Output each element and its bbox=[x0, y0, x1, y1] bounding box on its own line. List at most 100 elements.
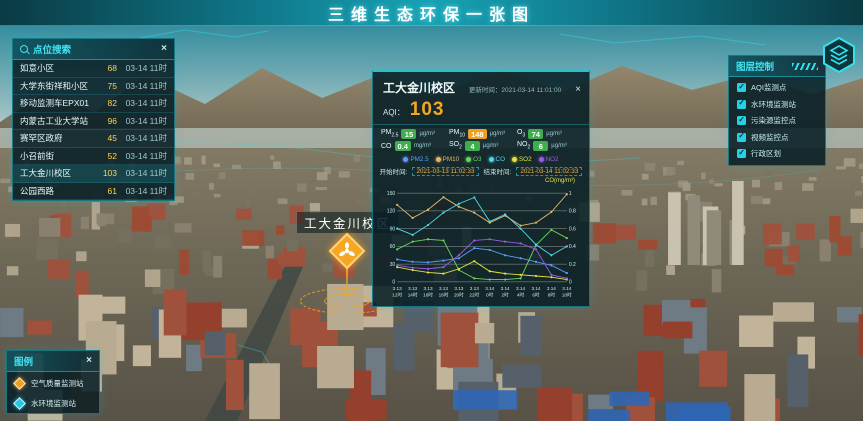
pollutant-label: PM2.5 bbox=[381, 129, 399, 139]
svg-text:0.2: 0.2 bbox=[569, 262, 576, 268]
page-title: 三维生态环保一张图 bbox=[327, 6, 535, 24]
layers-icon-button[interactable] bbox=[820, 36, 858, 74]
legend-chip[interactable]: SO2 bbox=[511, 156, 532, 163]
update-time: 更新时间：2021-03-14 11:01:00 bbox=[469, 84, 561, 94]
legend-chip-label: NO2 bbox=[545, 156, 559, 163]
pollutant-unit: µg/m³ bbox=[482, 143, 499, 149]
pollutant-label: PM10 bbox=[449, 129, 466, 139]
svg-text:3.13: 3.13 bbox=[393, 286, 402, 291]
pollutant-value-badge: 74 bbox=[528, 129, 544, 139]
legend-dot-icon bbox=[435, 157, 441, 162]
search-icon bbox=[20, 45, 28, 53]
station-aqi: 52 bbox=[107, 150, 117, 161]
svg-text:12时: 12时 bbox=[392, 292, 402, 298]
layer-item[interactable]: 污染源监控点 bbox=[737, 115, 817, 126]
svg-text:3.13: 3.13 bbox=[408, 286, 417, 291]
layer-control-panel: 图层控制 AQI监测点水环境监测站污染源监控点视频监控点行政区划 bbox=[728, 55, 826, 166]
checkbox-checked-icon[interactable] bbox=[737, 115, 746, 125]
station-name: 如意小区 bbox=[20, 63, 55, 74]
station-row[interactable]: 移动监测车EPX01 82 03-14 11时 bbox=[13, 95, 174, 113]
svg-text:1: 1 bbox=[569, 191, 572, 197]
svg-text:3.13: 3.13 bbox=[454, 286, 463, 291]
legend-dot-icon bbox=[466, 157, 472, 162]
svg-text:0.8: 0.8 bbox=[569, 209, 576, 215]
svg-text:0时: 0时 bbox=[486, 292, 494, 298]
legend-chip[interactable]: CO bbox=[488, 156, 505, 163]
legend-chip[interactable]: PM10 bbox=[435, 156, 459, 163]
station-row[interactable]: 赛罕区政府 45 03-14 11时 bbox=[13, 130, 174, 148]
legend-close-icon[interactable]: × bbox=[86, 355, 92, 366]
start-time-input[interactable]: 2021-03-13 11:02:33 bbox=[412, 166, 479, 176]
pollutant-item: PM10 148 µg/m³ bbox=[449, 129, 513, 139]
legend-list: 空气质量监测站 水环境监测站 bbox=[7, 372, 99, 415]
svg-text:30: 30 bbox=[390, 262, 396, 268]
station-name: 赛罕区政府 bbox=[20, 133, 63, 144]
end-time-label: 结束时间: bbox=[483, 169, 512, 176]
station-aqi: 96 bbox=[107, 115, 117, 126]
svg-text:8时: 8时 bbox=[548, 292, 556, 298]
layer-item-label: 视频监控点 bbox=[751, 132, 789, 142]
pollutant-grid: PM2.5 15 µg/m³ PM10 148 µg/m³ O3 74 µg/m³ CO 0.4 mg… bbox=[373, 125, 589, 153]
station-search-panel: 点位搜索 × 如意小区 68 03-14 11时 大学东街祥和小区 75 03-14 11… bbox=[12, 38, 175, 201]
close-icon[interactable]: × bbox=[161, 43, 167, 54]
station-time: 03-14 11时 bbox=[125, 115, 167, 126]
legend-chip[interactable]: O3 bbox=[466, 156, 482, 163]
pollutant-unit: µg/m³ bbox=[546, 131, 562, 137]
legend-item: 水环境监测站 bbox=[13, 397, 91, 410]
checkbox-checked-icon[interactable] bbox=[737, 82, 746, 92]
station-aqi: 68 bbox=[107, 63, 117, 74]
svg-text:22时: 22时 bbox=[469, 292, 479, 298]
pollutant-value-badge: 15 bbox=[401, 129, 417, 139]
pollutant-value-badge: 6 bbox=[533, 141, 549, 151]
time-range-row: 开始时间: 2021-03-13 11:02:33 结束时间: 2021-03-… bbox=[373, 165, 589, 178]
popup-close-icon[interactable]: × bbox=[575, 84, 581, 95]
station-name: 公园西路 bbox=[20, 185, 55, 196]
station-time: 03-14 11时 bbox=[125, 63, 167, 74]
layer-item[interactable]: 视频监控点 bbox=[737, 131, 817, 143]
layer-item[interactable]: AQI监测点 bbox=[737, 82, 817, 93]
end-time-input[interactable]: 2021-03-14 11:02:33 bbox=[516, 166, 583, 176]
right-axis-unit-label: CO(mg/m³) bbox=[545, 178, 575, 184]
station-time: 03-14 11时 bbox=[125, 150, 167, 161]
station-aqi: 103 bbox=[102, 168, 117, 179]
station-aqi: 75 bbox=[107, 80, 117, 91]
station-row[interactable]: 公园西路 61 03-14 11时 bbox=[13, 183, 174, 200]
station-row[interactable]: 内蒙古工业大学站 96 03-14 11时 bbox=[13, 113, 174, 130]
update-time-label: 更新时间： bbox=[468, 87, 502, 94]
legend-item: 空气质量监测站 bbox=[13, 377, 91, 390]
legend-chip-label: O3 bbox=[473, 156, 482, 163]
station-name: 大学东街祥和小区 bbox=[20, 80, 89, 91]
layer-item[interactable]: 行政区划 bbox=[737, 148, 817, 159]
station-name: 移动监测车EPX01 bbox=[20, 98, 89, 109]
svg-text:60: 60 bbox=[390, 244, 396, 250]
svg-text:3.14: 3.14 bbox=[501, 286, 510, 291]
chart-legend: PM2.5 PM10 O3 CO SO2 NO2 bbox=[373, 153, 589, 165]
svg-text:6时: 6时 bbox=[532, 292, 540, 298]
svg-text:10时: 10时 bbox=[562, 292, 572, 298]
station-row[interactable]: 如意小区 68 03-14 11时 bbox=[13, 60, 174, 78]
station-marker-icon[interactable] bbox=[328, 232, 366, 270]
station-time: 03-14 11时 bbox=[125, 98, 167, 109]
checkbox-checked-icon[interactable] bbox=[737, 98, 746, 109]
pollutant-trend-chart[interactable]: 0 30 60 90 120 150 0 0.2 0.4 0.6 0.8 1 3.13 12时 3.13 14… bbox=[373, 186, 589, 310]
legend-chip[interactable]: PM2.5 bbox=[403, 156, 429, 163]
svg-text:3.14: 3.14 bbox=[547, 286, 556, 291]
svg-text:3.14: 3.14 bbox=[531, 286, 540, 291]
map-legend-panel: 图例 × 空气质量监测站 水环境监测站 bbox=[6, 350, 100, 414]
svg-text:90: 90 bbox=[390, 226, 396, 232]
start-time-label: 开始时间: bbox=[379, 169, 408, 176]
layers-icon bbox=[829, 45, 849, 65]
checkbox-checked-icon[interactable] bbox=[737, 148, 746, 158]
station-time: 03-14 11时 bbox=[125, 168, 167, 179]
checkbox-checked-icon[interactable] bbox=[737, 131, 746, 142]
station-row[interactable]: 工大金川校区 103 03-14 11时 bbox=[13, 165, 174, 183]
layer-item-label: 污染源监控点 bbox=[751, 116, 796, 125]
layer-item[interactable]: 水环境监测站 bbox=[737, 98, 817, 110]
station-list: 如意小区 68 03-14 11时 大学东街祥和小区 75 03-14 11时 移动监测车E… bbox=[13, 60, 174, 200]
station-row[interactable]: 小召前街 52 03-14 11时 bbox=[13, 148, 174, 165]
pollutant-item: PM2.5 15 µg/m³ bbox=[381, 129, 445, 139]
svg-text:0.4: 0.4 bbox=[569, 244, 576, 250]
pollutant-value-badge: 148 bbox=[468, 129, 487, 139]
legend-chip[interactable]: NO2 bbox=[538, 156, 559, 163]
station-row[interactable]: 大学东街祥和小区 75 03-14 11时 bbox=[13, 78, 174, 95]
